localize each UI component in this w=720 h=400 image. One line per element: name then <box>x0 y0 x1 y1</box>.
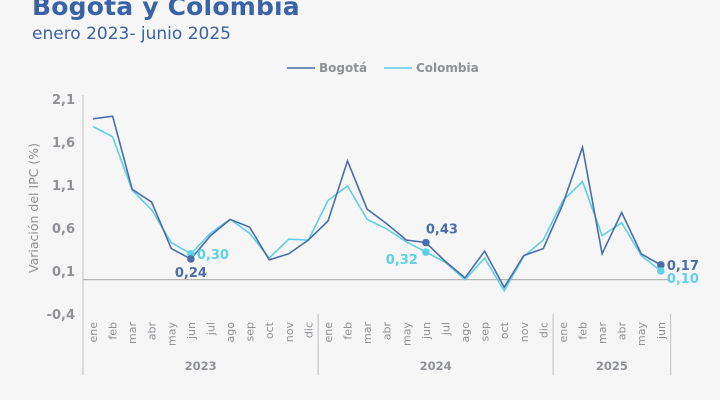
x-tick-label: may <box>635 322 648 346</box>
y-tick-label: 1,6 <box>52 136 75 151</box>
x-tick-label: abr <box>146 322 159 341</box>
x-tick-label: abr <box>381 322 394 341</box>
series-lines <box>92 115 662 293</box>
data-label: 0,32 <box>386 253 418 268</box>
data-point-marker <box>187 255 195 263</box>
y-tick-label: 0,6 <box>52 222 75 237</box>
x-tick-label: jun <box>655 322 668 340</box>
y-axis-ticks: 2,1 1,6 1,1 0,6 0,1 -0,4 <box>47 93 75 323</box>
x-tick-label: nov <box>518 322 531 343</box>
data-point-marker <box>657 261 665 269</box>
chart-title: Bogotá y Colombia <box>32 0 300 21</box>
x-tick-label: ago <box>224 322 237 343</box>
data-label: 0,10 <box>667 272 699 287</box>
x-tick-label: may <box>400 322 413 346</box>
data-label: 0,30 <box>197 248 229 263</box>
x-tick-label: mar <box>361 322 374 344</box>
data-label: 0,17 <box>667 259 699 274</box>
data-point-marker <box>657 267 665 275</box>
x-year-label: 2024 <box>420 359 452 373</box>
x-tick-label: abr <box>616 322 629 341</box>
y-tick-label: -0,4 <box>47 308 75 323</box>
x-tick-label: oct <box>498 321 511 339</box>
x-tick-label: feb <box>107 322 120 340</box>
series-line-bogotá <box>92 115 662 289</box>
x-year-label: 2023 <box>185 359 217 373</box>
x-tick-label: dic <box>302 322 315 338</box>
x-tick-label: ene <box>322 322 335 343</box>
legend: Bogotá Colombia <box>287 61 479 75</box>
legend-label: Colombia <box>416 61 479 75</box>
y-tick-label: 2,1 <box>52 93 75 108</box>
data-point-marker <box>422 248 430 256</box>
x-tick-label: feb <box>577 322 590 340</box>
x-tick-label: jul <box>439 322 452 336</box>
annotations: 0,30 0,24 0,43 0,32 0,170,10 <box>175 223 699 287</box>
x-tick-label: ago <box>459 322 472 343</box>
legend-label: Bogotá <box>319 61 367 75</box>
chart-subtitle: enero 2023- junio 2025 <box>32 24 231 44</box>
x-axis-labels: ene feb mar abr may jun jul ago sep oct nov dic ene f… <box>87 314 672 375</box>
x-year-label: 2025 <box>596 359 628 373</box>
x-tick-label: feb <box>342 322 355 340</box>
x-tick-label: ene <box>557 322 570 343</box>
x-tick-label: may <box>165 322 178 346</box>
x-tick-label: mar <box>596 322 609 344</box>
data-point-marker <box>422 238 430 247</box>
y-axis-label: Variación del IPC (%) <box>26 143 41 273</box>
x-tick-label: oct <box>263 321 276 339</box>
x-tick-label: mar <box>126 322 139 344</box>
x-tick-label: dic <box>537 322 550 338</box>
x-tick-label: jul <box>204 322 217 336</box>
x-tick-label: jun <box>420 322 433 340</box>
x-tick-label: jun <box>185 322 198 340</box>
x-tick-label: sep <box>479 322 492 341</box>
x-tick-label: nov <box>283 322 296 343</box>
x-tick-label: ene <box>87 322 100 343</box>
y-tick-label: 0,1 <box>52 265 75 280</box>
x-tick-label: sep <box>244 322 257 341</box>
data-label: 0,43 <box>426 223 458 238</box>
data-label: 0,24 <box>175 266 207 281</box>
y-tick-label: 1,1 <box>52 179 75 194</box>
